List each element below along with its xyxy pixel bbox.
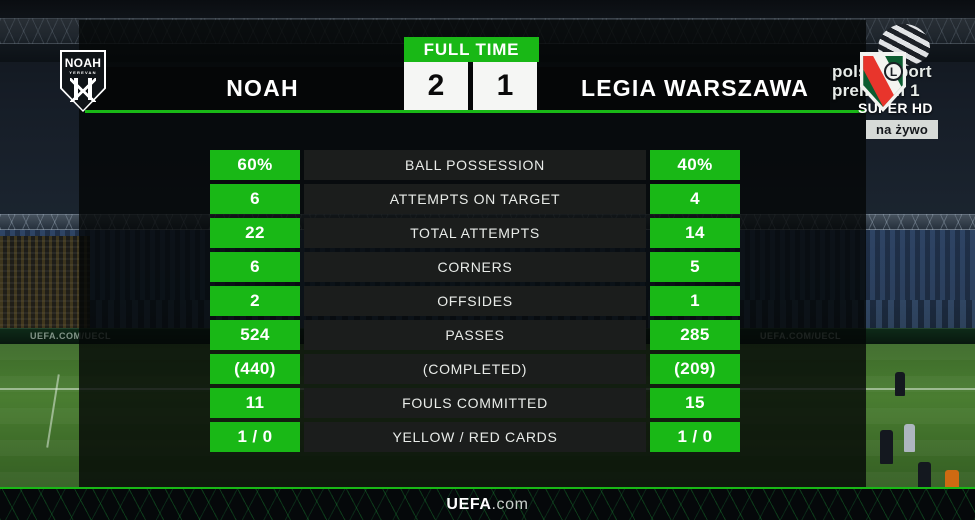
- uefa-footer-text: UEFA.com: [0, 489, 975, 520]
- table-row: 6 ATTEMPTS ON TARGET 4: [210, 182, 740, 216]
- away-club-crest: L: [858, 52, 908, 112]
- pitch-person: [895, 372, 905, 396]
- live-badge: na żywo: [866, 120, 938, 139]
- uefa-domain-suffix: .com: [491, 496, 529, 513]
- table-row: 524 PASSES 285: [210, 318, 740, 352]
- home-club-crest: NOAH YEREVAN: [54, 46, 112, 118]
- stat-label: TOTAL ATTEMPTS: [304, 218, 646, 248]
- crest-club-city: YEREVAN: [69, 70, 97, 75]
- stat-label: CORNERS: [304, 252, 646, 282]
- stat-label: FOULS COMMITTED: [304, 388, 646, 418]
- table-row: (440) (COMPLETED) (209): [210, 352, 740, 386]
- crest-monogram-bar: [88, 78, 92, 100]
- table-row: 1 / 0 YELLOW / RED CARDS 1 / 0: [210, 420, 740, 454]
- stat-home-value: 6: [210, 252, 300, 282]
- adboard-text-left: UEFA.COM/UECL: [30, 331, 112, 341]
- stat-home-value: 6: [210, 184, 300, 214]
- table-row: 6 CORNERS 5: [210, 250, 740, 284]
- stat-away-value: 1 / 0: [650, 422, 740, 452]
- stat-away-value: 285: [650, 320, 740, 350]
- stat-label: YELLOW / RED CARDS: [304, 422, 646, 452]
- stat-home-value: (440): [210, 354, 300, 384]
- footer-swirl-pattern: [0, 489, 975, 520]
- stat-label: OFFSIDES: [304, 286, 646, 316]
- match-status-badge: FULL TIME: [404, 37, 539, 62]
- stat-away-value: 40%: [650, 150, 740, 180]
- stat-away-value: 1: [650, 286, 740, 316]
- table-row: 11 FOULS COMMITTED 15: [210, 386, 740, 420]
- uefa-footer-banner: UEFA.com: [0, 489, 975, 520]
- match-statistics-table: 60% BALL POSSESSION 40% 6 ATTEMPTS ON TA…: [210, 148, 740, 454]
- stat-home-value: 524: [210, 320, 300, 350]
- uefa-brand: UEFA: [446, 496, 492, 513]
- legia-letter-badge: L: [884, 62, 903, 81]
- crowd-section: [0, 236, 90, 344]
- stat-home-value: 1 / 0: [210, 422, 300, 452]
- crest-club-name: NOAH: [64, 56, 102, 70]
- stat-away-value: 4: [650, 184, 740, 214]
- stat-away-value: (209): [650, 354, 740, 384]
- table-row: 22 TOTAL ATTEMPTS 14: [210, 216, 740, 250]
- stat-away-value: 14: [650, 218, 740, 248]
- crest-monogram-bar: [74, 78, 78, 100]
- stat-label: (COMPLETED): [304, 354, 646, 384]
- home-team-name: NOAH: [226, 75, 299, 101]
- stat-away-value: 5: [650, 252, 740, 282]
- stat-home-value: 11: [210, 388, 300, 418]
- away-team-name: LEGIA WARSZAWA: [580, 75, 810, 101]
- stat-label: ATTEMPTS ON TARGET: [304, 184, 646, 214]
- broadcaster-watermark: polsat sport premium 1 SUPER HD L na żyw…: [832, 24, 975, 139]
- home-score: 2: [404, 62, 468, 110]
- stat-home-value: 60%: [210, 150, 300, 180]
- pitch-person: [880, 430, 893, 464]
- scoreboard-accent-line: [85, 110, 866, 113]
- stat-label: BALL POSSESSION: [304, 150, 646, 180]
- stat-home-value: 2: [210, 286, 300, 316]
- stat-label: PASSES: [304, 320, 646, 350]
- stat-home-value: 22: [210, 218, 300, 248]
- pitch-person: [904, 424, 915, 452]
- footer-accent-line: [0, 487, 975, 489]
- table-row: 2 OFFSIDES 1: [210, 284, 740, 318]
- table-row: 60% BALL POSSESSION 40%: [210, 148, 740, 182]
- away-score: 1: [473, 62, 537, 110]
- stat-away-value: 15: [650, 388, 740, 418]
